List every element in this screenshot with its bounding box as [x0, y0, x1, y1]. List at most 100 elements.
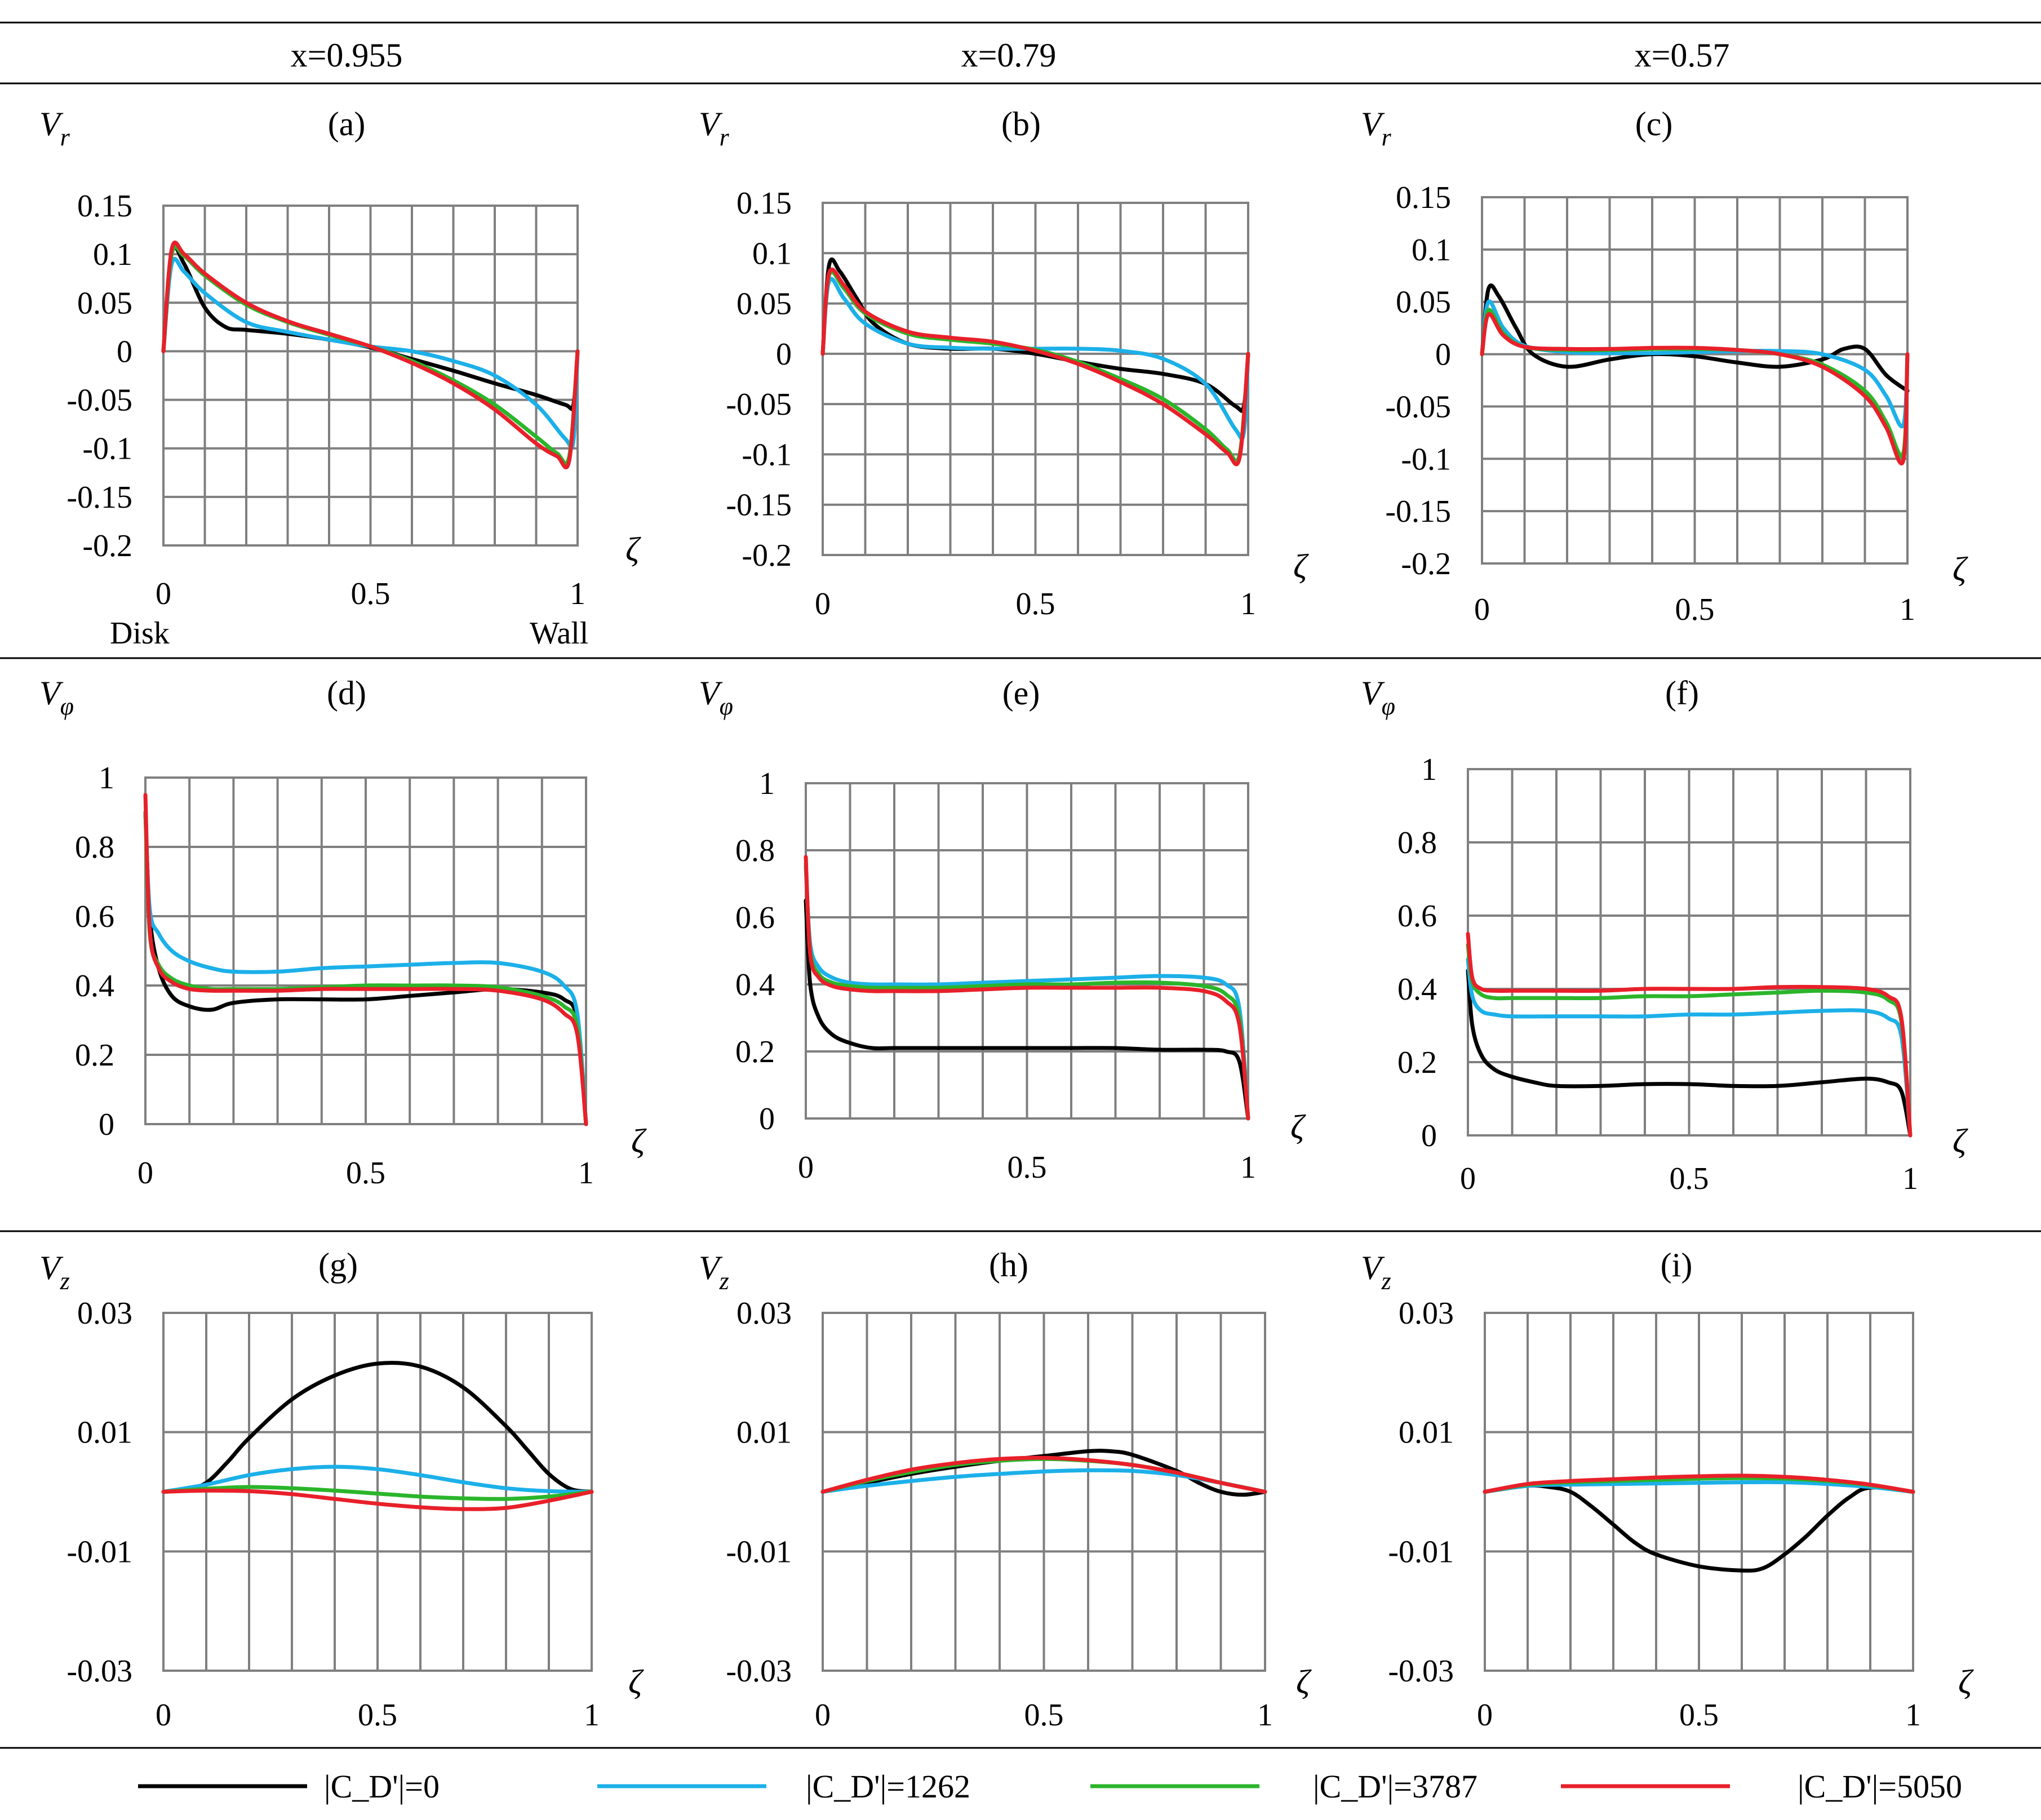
x-tick-label: 1	[1902, 1161, 1918, 1196]
panel-label: (a)	[328, 105, 366, 143]
y-tick-label: -0.2	[742, 538, 792, 573]
x-tick-label: 1	[1257, 1698, 1273, 1733]
y-axis-label: Vz	[699, 1249, 729, 1295]
x-axis-label: ζ	[1958, 1663, 1974, 1701]
x-axis-label: ζ	[1953, 1122, 1968, 1160]
x-annotation-wall: Wall	[530, 616, 588, 651]
y-axis-label: Vφ	[39, 674, 74, 720]
y-tick-label: -0.15	[726, 488, 792, 523]
plot-frame	[144, 776, 587, 1125]
y-tick-label: 0.6	[75, 899, 114, 934]
y-tick-label: 0	[1421, 1118, 1437, 1153]
y-tick-label: 0.01	[736, 1415, 792, 1450]
y-tick-label: -0.2	[82, 529, 132, 563]
x-axis-label: ζ	[1290, 1108, 1306, 1146]
x-annotation-disk: Disk	[110, 616, 170, 651]
y-tick-label: 0.8	[1397, 825, 1437, 860]
y-tick-label: 0	[117, 334, 132, 369]
series-line-3	[1480, 312, 1910, 465]
y-tick-label: -0.05	[1385, 389, 1451, 424]
column-header-1: x=0.955	[291, 37, 403, 74]
chart-panel-h: 0.03 0.01 -0.01 -0.03 0 0.5 1 (h) Vz ζ	[699, 1246, 1312, 1733]
x-tick-label: 0.5	[358, 1698, 397, 1733]
x-tick-label: 0	[1477, 1698, 1493, 1733]
x-tick-label: 0.5	[1675, 592, 1715, 627]
series-line-3	[143, 793, 588, 1126]
y-axis-label: Vφ	[1361, 674, 1395, 720]
y-tick-label: 0.8	[735, 833, 775, 868]
y-tick-label: -0.15	[1385, 494, 1451, 529]
y-tick-label: 0.05	[736, 287, 792, 322]
series-line-1	[804, 865, 1250, 1121]
x-tick-label: 0	[815, 1698, 831, 1733]
y-tick-label: 0.2	[1397, 1045, 1437, 1080]
panel-label: (b)	[1001, 105, 1041, 143]
series-line-1	[1466, 957, 1913, 1138]
x-axis-label: ζ	[1293, 548, 1309, 585]
chart-panel-d: 1 0.8 0.6 0.4 0.2 00 0.5 1 (d) Vφ ζ	[39, 674, 647, 1191]
x-tick-label: 0.5	[1670, 1161, 1709, 1196]
x-axis-label: ζ	[1953, 551, 1968, 588]
y-tick-label: 0.6	[1397, 899, 1437, 934]
y-tick-label: 0.1	[93, 237, 132, 272]
panel-label: (c)	[1635, 105, 1673, 143]
x-axis-label: ζ	[625, 531, 641, 568]
x-tick-label: 0	[137, 1156, 153, 1191]
x-tick-label: 0.5	[1016, 587, 1055, 622]
series-line-3	[161, 240, 580, 469]
y-tick-label: 0.4	[735, 967, 775, 1002]
x-tick-label: 0.5	[1679, 1698, 1719, 1733]
chart-panel-c: 0.15 0.1 0.05 0 -0.05 -0.1 -0.15 -0.2 0 0.5 1 (c) Vr…	[1361, 105, 1968, 627]
y-tick-label: 0.03	[736, 1296, 792, 1331]
chart-panel-e: 1 0.8 0.6 0.4 0.2 00 0.5 1 (e) Vφ ζ	[699, 674, 1306, 1185]
y-tick-label: 0.6	[735, 900, 775, 935]
y-tick-label: 0.15	[1396, 180, 1451, 215]
y-tick-label: 0.05	[77, 286, 132, 321]
y-tick-label: -0.01	[1388, 1534, 1454, 1569]
series-line-3	[804, 855, 1250, 1121]
y-axis-label: Vz	[39, 1249, 70, 1295]
y-tick-label: -0.1	[82, 432, 132, 467]
y-tick-label: 0.03	[1399, 1296, 1454, 1331]
series-line-1	[143, 810, 588, 1126]
chart-panel-i: 0.03 0.01 -0.01 -0.03 0 0.5 1 (i) Vz ζ	[1361, 1246, 1974, 1733]
series-line-1	[1480, 299, 1910, 429]
y-tick-label: -0.05	[726, 387, 792, 422]
series-line-3	[161, 1488, 594, 1511]
y-tick-label: 0.01	[77, 1415, 132, 1450]
y-tick-label: -0.05	[66, 383, 132, 418]
y-tick-label: -0.03	[726, 1654, 792, 1689]
series-line-3	[1483, 1473, 1915, 1494]
x-tick-label: 1	[578, 1156, 594, 1191]
legend-label-0: |C_D'|=0	[324, 1768, 440, 1805]
panel-label: (f)	[1665, 674, 1699, 712]
x-tick-label: 0	[156, 1698, 171, 1733]
y-tick-label: -0.15	[66, 480, 132, 515]
y-tick-label: -0.1	[742, 437, 792, 472]
panel-label: (g)	[318, 1246, 358, 1284]
y-tick-label: 0.1	[1412, 233, 1451, 268]
x-axis-label: ζ	[1296, 1663, 1312, 1701]
legend-label-2: |C_D'|=3787	[1313, 1768, 1477, 1805]
panel-label: (d)	[327, 674, 366, 712]
y-tick-label: 0.1	[752, 236, 792, 271]
y-tick-label: -0.01	[726, 1534, 792, 1569]
y-tick-label: -0.03	[66, 1654, 132, 1689]
y-tick-label: 0.03	[77, 1296, 132, 1331]
y-tick-label: 0	[1435, 338, 1451, 372]
y-tick-label: 1	[759, 766, 775, 801]
series-line-3	[820, 1455, 1267, 1494]
y-tick-label: -0.2	[1401, 547, 1451, 581]
x-tick-label: 0	[798, 1150, 814, 1185]
y-tick-label: 0.15	[77, 189, 132, 224]
x-axis-label: ζ	[628, 1663, 644, 1701]
y-axis-label: Vz	[1361, 1249, 1391, 1295]
y-tick-label: 0.01	[1399, 1415, 1454, 1450]
series-line-1	[161, 1464, 594, 1494]
chart-panel-a: 0.15 0.1 0.05 0 -0.05 -0.1 -0.15 -0.2 0 0.5 1 Disk W…	[39, 105, 641, 651]
plot-frame	[805, 782, 1249, 1120]
series-line-2	[804, 862, 1250, 1121]
x-tick-label: 0	[815, 587, 831, 622]
y-tick-label: 0	[759, 1102, 775, 1137]
